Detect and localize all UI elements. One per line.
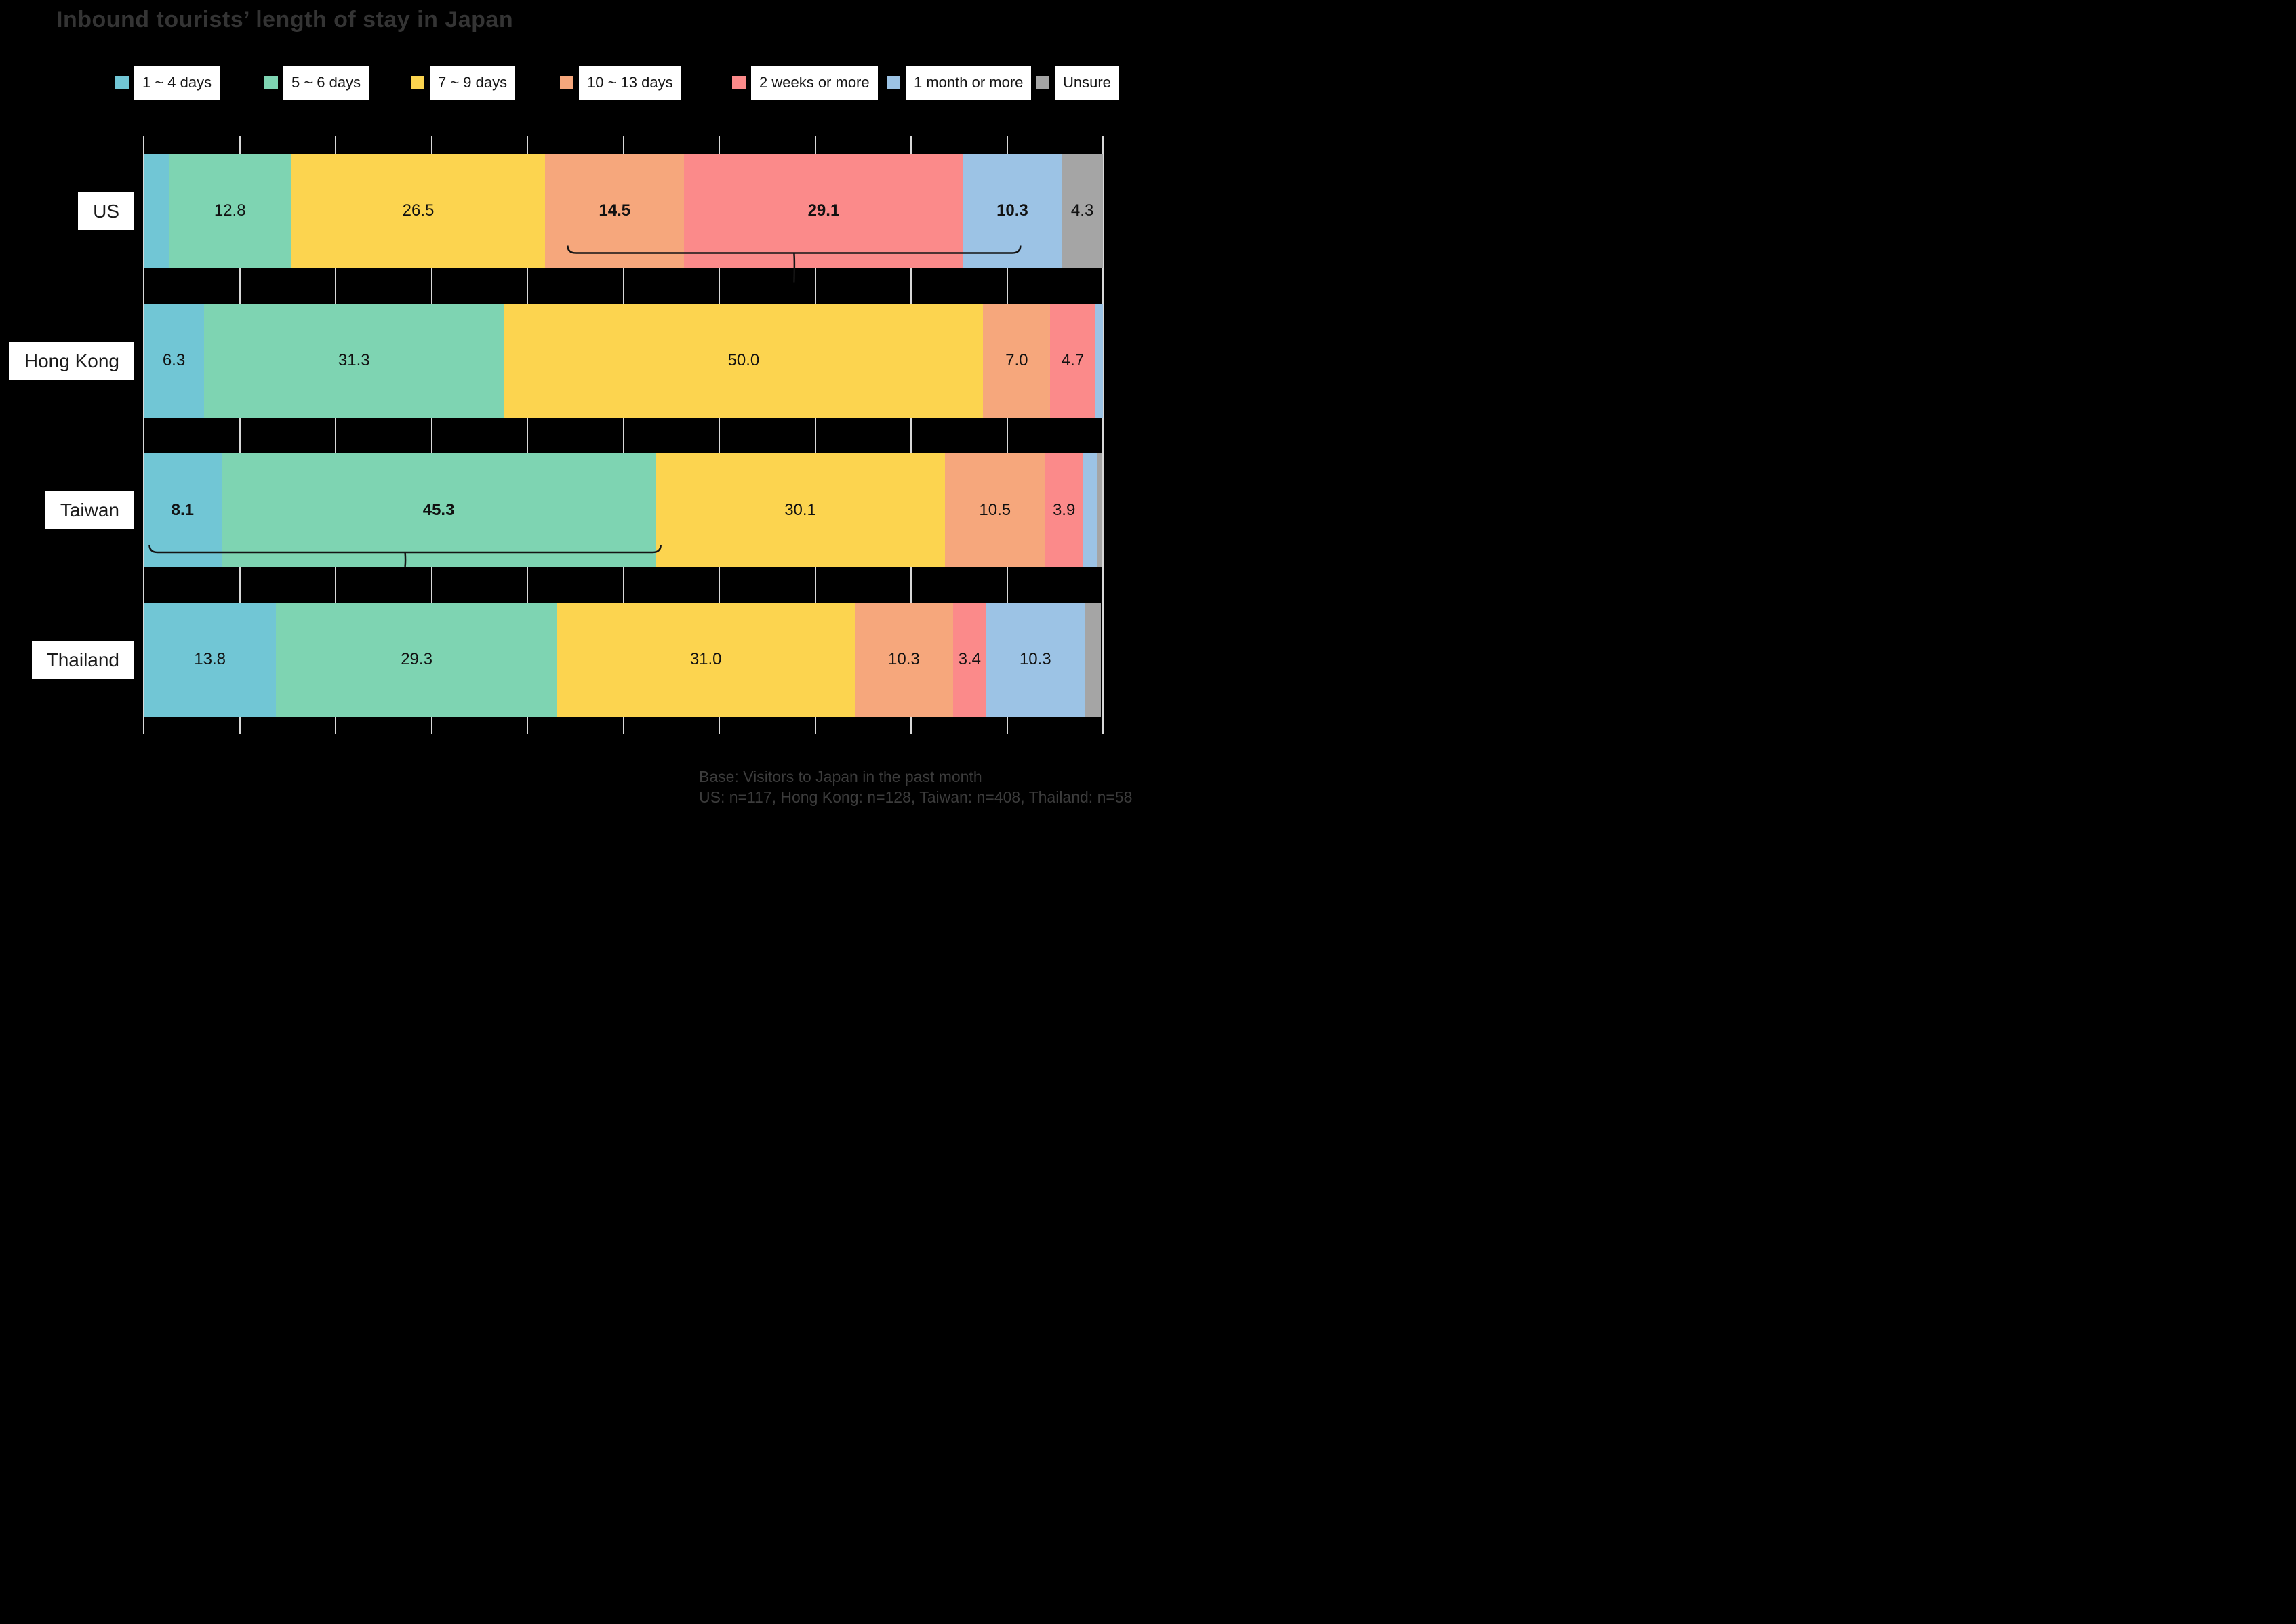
bar-segment: 8.1 — [144, 453, 222, 567]
bar-segment — [144, 153, 169, 268]
legend-swatch-icon — [1036, 76, 1049, 89]
gridline-60pct — [719, 136, 720, 734]
chart-page: Inbound tourists’ length of stay in Japa… — [0, 0, 1148, 812]
legend-swatch-icon — [560, 76, 573, 89]
segment-value-label: 4.7 — [1061, 351, 1085, 369]
segment-value-label: 10.3 — [1019, 650, 1051, 668]
plot-panel: 12.8 26.5 14.5 29.1 10.3 4.3 6.3 31.3 50.0 7.0 4.7… — [143, 136, 1104, 734]
bar-segment: 13.8 — [144, 602, 277, 717]
bar-row-taiwan: 8.1 45.3 30.1 10.5 3.9 — [144, 453, 1103, 567]
legend-swatch-icon — [411, 76, 424, 89]
segment-value-label: 10.3 — [888, 650, 920, 668]
gridline-40pct — [527, 136, 528, 734]
bar-segment: 4.7 — [1050, 303, 1095, 418]
segment-value-label: 26.5 — [402, 201, 435, 220]
gridline-30pct — [430, 136, 432, 734]
gridline-80pct — [910, 136, 912, 734]
legend-swatch-icon — [887, 76, 900, 89]
bar-segment: 29.1 — [684, 153, 963, 268]
legend-item: 7 ~ 9 days — [411, 66, 516, 100]
bar-segment: 45.3 — [221, 453, 656, 567]
bar-segment: 12.8 — [168, 153, 291, 268]
legend-label: 1 ~ 4 days — [134, 66, 220, 100]
bar-segment: 29.3 — [276, 602, 557, 717]
segment-value-label: 8.1 — [171, 500, 194, 519]
segment-value-label: 29.3 — [401, 650, 432, 668]
row-label-taiwan: Taiwan — [45, 491, 134, 529]
bar-segment — [1097, 453, 1102, 567]
row-label-thailand: Thailand — [31, 641, 134, 679]
segment-value-label: 13.8 — [194, 650, 226, 668]
legend-item: 1 ~ 4 days — [115, 66, 220, 100]
gridline-70pct — [814, 136, 816, 734]
bar-segment: 10.3 — [986, 602, 1085, 717]
bar-segment: 10.3 — [963, 153, 1062, 268]
legend-swatch-icon — [115, 76, 129, 89]
segment-value-label: 31.0 — [689, 650, 722, 668]
bar-segment: 31.0 — [557, 602, 855, 717]
bar-segment — [1083, 453, 1097, 567]
legend-item: 10 ~ 13 days — [560, 66, 681, 100]
segment-value-label: 3.9 — [1052, 500, 1076, 519]
segment-value-label: 14.5 — [599, 201, 631, 220]
bar-segment: 3.4 — [953, 602, 986, 717]
segment-value-label: 50.0 — [727, 351, 760, 369]
segment-value-label: 30.1 — [784, 500, 816, 519]
legend-label: 7 ~ 9 days — [430, 66, 516, 100]
segment-value-label: 12.8 — [214, 201, 246, 220]
caption-line-2: US: n=117, Hong Kong: n=128, Taiwan: n=4… — [699, 788, 1133, 806]
segment-value-label: 10.5 — [979, 500, 1011, 519]
caption-line-1: Base: Visitors to Japan in the past mont… — [699, 768, 982, 786]
gridline-100pct — [1102, 136, 1104, 734]
segment-value-label: 10.3 — [996, 201, 1028, 220]
legend-swatch-icon — [732, 76, 746, 89]
bar-row-us: 12.8 26.5 14.5 29.1 10.3 4.3 — [144, 153, 1103, 268]
legend-label: 10 ~ 13 days — [579, 66, 681, 100]
gridline-0pct — [143, 136, 144, 734]
legend-item: 1 month or more — [887, 66, 1032, 100]
chart-title: Inbound tourists’ length of stay in Japa… — [56, 7, 514, 33]
legend-label: 2 weeks or more — [751, 66, 878, 100]
legend-item: Unsure — [1036, 66, 1119, 100]
bar-segment: 26.5 — [291, 153, 546, 268]
bar-row-hong-kong: 6.3 31.3 50.0 7.0 4.7 — [144, 303, 1103, 418]
segment-value-label: 6.3 — [162, 351, 186, 369]
legend-swatch-icon — [264, 76, 278, 89]
row-label-hong-kong: Hong Kong — [9, 342, 134, 380]
bar-segment: 31.3 — [204, 303, 504, 418]
segment-value-label: 7.0 — [1005, 351, 1028, 369]
gridline-20pct — [335, 136, 336, 734]
row-label-us: US — [78, 192, 134, 230]
legend-item: 5 ~ 6 days — [264, 66, 369, 100]
segment-value-label: 31.3 — [338, 351, 370, 369]
bar-segment: 6.3 — [144, 303, 205, 418]
bar-segment: 10.3 — [854, 602, 954, 717]
legend-label: 5 ~ 6 days — [283, 66, 369, 100]
bar-segment: 3.9 — [1045, 453, 1083, 567]
bar-segment — [1095, 303, 1103, 418]
legend-label: Unsure — [1055, 66, 1119, 100]
bar-segment: 7.0 — [983, 303, 1051, 418]
bar-row-thailand: 13.8 29.3 31.0 10.3 3.4 10.3 — [144, 602, 1103, 717]
bar-segment: 50.0 — [504, 303, 984, 418]
segment-value-label: 29.1 — [807, 201, 840, 220]
bar-segment — [1085, 602, 1102, 717]
bar-segment: 4.3 — [1062, 153, 1103, 268]
bar-segment: 10.5 — [944, 453, 1046, 567]
bar-segment: 14.5 — [545, 153, 685, 268]
gridline-50pct — [622, 136, 624, 734]
gridline-10pct — [239, 136, 241, 734]
legend-item: 2 weeks or more — [732, 66, 878, 100]
gridline-90pct — [1006, 136, 1008, 734]
segment-value-label: 4.3 — [1070, 201, 1094, 220]
segment-value-label: 45.3 — [422, 500, 455, 519]
legend-label: 1 month or more — [906, 66, 1032, 100]
bar-segment: 30.1 — [656, 453, 945, 567]
segment-value-label: 3.4 — [958, 650, 981, 668]
